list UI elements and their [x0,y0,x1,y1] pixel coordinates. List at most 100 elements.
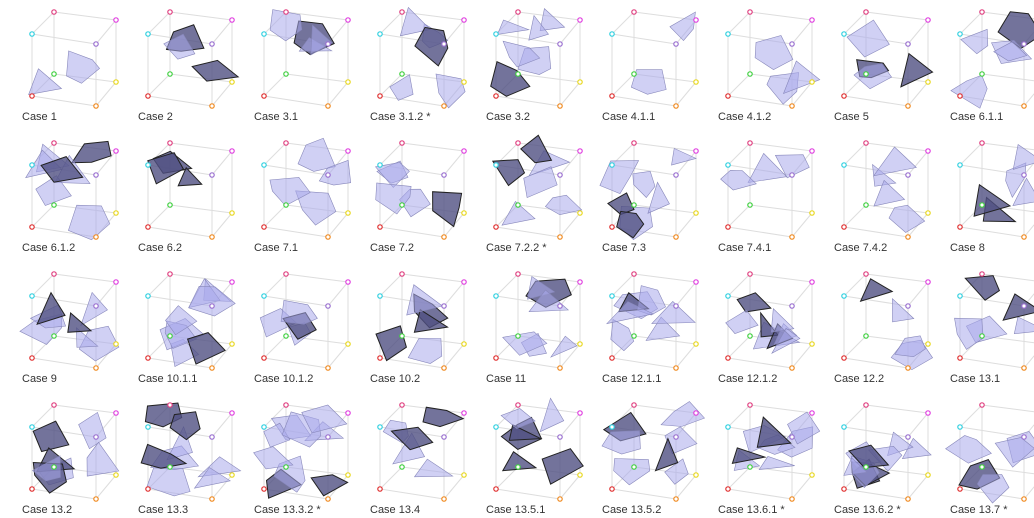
corner-vertex [958,294,962,298]
cube-edge [750,205,812,213]
cube-edge [148,12,170,34]
corner-vertex [94,435,98,439]
cube-edge [844,227,908,237]
case-label: Case 13.3.2 * [254,504,321,516]
corner-vertex [980,334,984,338]
case-cell: Case 12.1.1 [602,272,698,385]
surface-light [436,74,465,108]
corner-vertex [168,10,172,14]
case-cell: Case 3.2 [486,9,582,123]
cube-edge [496,358,560,368]
case-cell: Case 2 [138,10,238,123]
cube-edge [170,205,232,213]
cube-edge [866,405,928,413]
cube-edge [676,344,696,368]
surface-light [602,431,640,454]
corner-vertex [262,163,266,167]
surface-light [955,318,984,349]
case-label: Case 13.5.2 [602,504,661,516]
corner-vertex [494,356,498,360]
corner-vertex [842,294,846,298]
surface-dark [521,135,552,162]
surface-light [147,468,190,496]
cube-edge [1024,475,1034,499]
corner-vertex [632,203,636,207]
corner-vertex [494,163,498,167]
cube-edge [844,336,866,358]
case-cell: Case 3.1.2 * [370,7,466,123]
corner-vertex [346,280,350,284]
corner-vertex [926,149,930,153]
corner-vertex [958,487,962,491]
corner-vertex [558,173,562,177]
cube-edge [908,20,928,44]
cube-edge [328,344,348,368]
corner-vertex [958,425,962,429]
case-cell: Case 12.2 [834,272,933,385]
surface-dark [415,27,448,66]
cube-edge [612,489,676,499]
corner-vertex [94,104,98,108]
corner-vertex [462,80,466,84]
case-cell: Case 6.1.2 [22,141,118,254]
corner-vertex [94,304,98,308]
corner-vertex [326,435,330,439]
corner-vertex [694,18,698,22]
corner-vertex [94,235,98,239]
corner-vertex [906,173,910,177]
cube-edge [792,213,812,237]
case-label: Case 10.1.1 [138,373,197,385]
cube-edge [380,467,402,489]
corner-vertex [210,104,214,108]
corner-vertex [284,141,288,145]
corner-vertex [168,465,172,469]
cube-edge [750,405,812,413]
cube-edge [32,296,96,306]
corner-vertex [726,32,730,36]
surface-light [611,320,634,351]
case-label: Case 12.1.1 [602,373,661,385]
corner-vertex [906,304,910,308]
corner-vertex [558,497,562,501]
cube-edge [32,205,54,227]
cube-edge [612,358,676,368]
cube-edge [844,96,908,106]
corner-vertex [906,366,910,370]
case-cell: Case 4.1.1 [602,10,698,123]
corner-vertex [864,203,868,207]
corner-vertex [906,104,910,108]
cube-edge [264,358,328,368]
corner-vertex [790,235,794,239]
corner-vertex [230,280,234,284]
corner-vertex [400,403,404,407]
corner-vertex [168,72,172,76]
surface-light [498,20,529,34]
corner-vertex [284,72,288,76]
case-label: Case 6.2 [138,242,182,254]
surface-dark [423,407,463,426]
cube-edge [286,74,348,82]
corner-vertex [114,211,118,215]
case-label: Case 7.4.2 [834,242,887,254]
cube-edge [380,274,402,296]
corner-vertex [610,32,614,36]
cube-edge [728,489,792,499]
surface-light [408,338,442,363]
corner-vertex [726,487,730,491]
corner-vertex [748,72,752,76]
corner-vertex [906,497,910,501]
corner-vertex [958,225,962,229]
corner-vertex [30,356,34,360]
corner-vertex [578,149,582,153]
corner-vertex [842,94,846,98]
corner-vertex [926,473,930,477]
case-label: Case 10.2 [370,373,420,385]
corner-vertex [864,334,868,338]
surface-light [755,36,793,70]
corner-vertex [726,225,730,229]
corner-vertex [748,203,752,207]
corner-vertex [146,225,150,229]
case-label: Case 13.7 * [950,504,1008,516]
cube-edge [32,489,96,499]
corner-vertex [558,104,562,108]
